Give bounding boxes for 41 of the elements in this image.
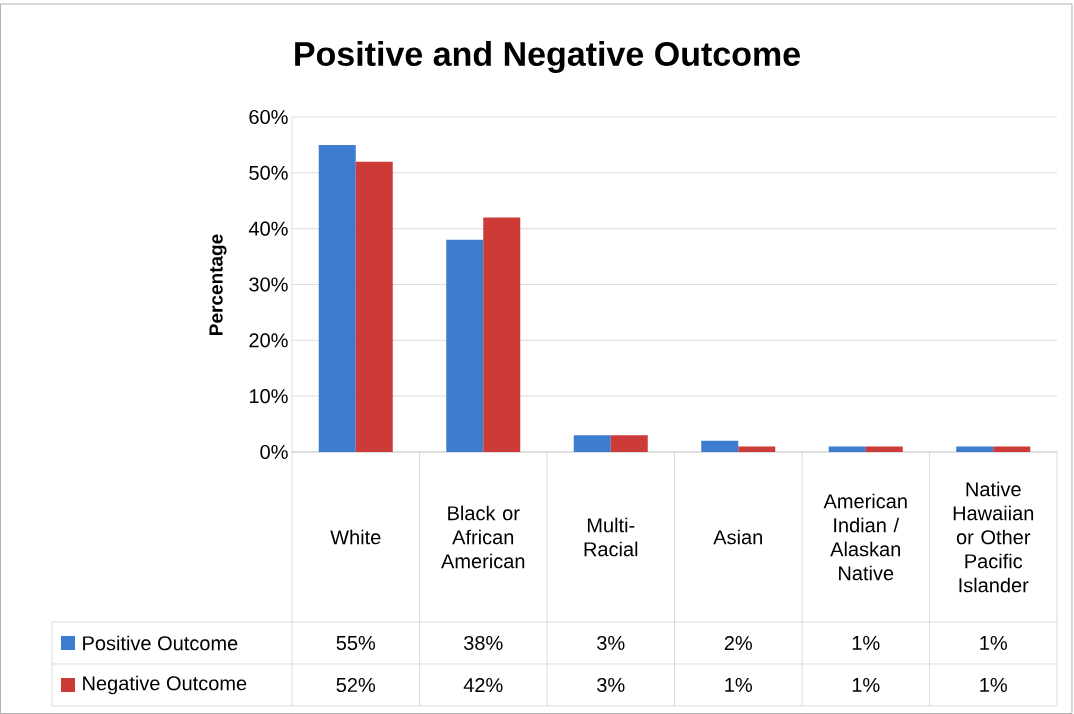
x-tick-label: Native Hawaiian or Other Pacific Islander <box>953 481 1034 593</box>
x-tick-label: White <box>330 529 381 545</box>
y-axis-title: Percentage <box>209 234 227 335</box>
bar <box>318 144 356 452</box>
x-tick-label: American Indian / Alaskan Native <box>823 493 907 581</box>
data-label: 3% <box>597 635 625 651</box>
y-tick-label: 30% <box>249 277 288 292</box>
data-label: 3% <box>597 677 625 693</box>
data-label: 42% <box>463 677 503 693</box>
bar <box>828 446 866 452</box>
y-tick-label: 10% <box>249 389 288 404</box>
bar <box>355 161 393 452</box>
y-tick-label: 40% <box>248 221 288 236</box>
data-label: 1% <box>980 635 1007 650</box>
bar <box>483 217 521 452</box>
x-tick-label: Black or African American <box>441 505 525 569</box>
chart-title: Positive and Negative Outcome <box>295 41 800 73</box>
bar <box>956 446 994 452</box>
bar <box>738 446 776 452</box>
legend-label: Negative Outcome <box>83 675 247 695</box>
bar <box>865 446 903 452</box>
data-label: 52% <box>336 677 376 693</box>
data-label: 55% <box>336 635 376 651</box>
data-label: 1% <box>852 677 880 692</box>
bar <box>610 435 648 452</box>
bar <box>993 446 1031 452</box>
bar <box>446 239 484 452</box>
data-label: 38% <box>464 635 503 651</box>
x-tick-label: Asian <box>713 529 762 545</box>
bar <box>701 440 739 452</box>
y-tick-label: 60% <box>249 109 288 125</box>
legend-label: Positive Outcome <box>83 635 238 651</box>
data-label: 1% <box>980 677 1007 692</box>
y-tick-label: 0% <box>260 444 288 460</box>
y-tick-label: 50% <box>249 165 288 180</box>
bar <box>573 435 611 452</box>
data-label: 1% <box>852 635 880 650</box>
data-label: 1% <box>725 677 752 692</box>
data-label: 2% <box>724 635 752 651</box>
x-tick-label: Multi-Racial <box>584 517 638 557</box>
y-tick-label: 20% <box>249 333 288 348</box>
